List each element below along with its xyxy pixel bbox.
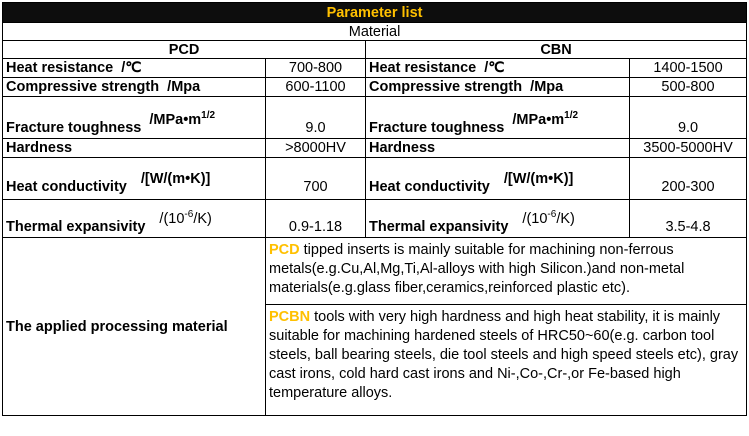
applied-material-label: The applied processing material (2, 237, 266, 416)
pcd-compressive-value: 600-1100 (265, 77, 366, 97)
cbn-compressive-label: Compressive strength /Mpa (365, 77, 630, 97)
pcbn-description: PCBN tools with very high hardness and h… (264, 304, 748, 416)
table-row: Fracture toughness/MPa•m1/2 9.0 Fracture… (2, 96, 748, 139)
cbn-fracture-label: Fracture toughness/MPa•m1/2 (365, 96, 630, 139)
cbn-compressive-value: 500-800 (628, 77, 748, 97)
pcd-expansivity-value: 0.9-1.18 (265, 199, 366, 238)
pcbn-highlight: PCBN (269, 309, 311, 325)
pcd-heat-resistance-label: Heat resistance /℃ (2, 58, 266, 78)
cbn-heat-resistance-value: 1400-1500 (628, 58, 748, 78)
cbn-conductivity-value: 200-300 (628, 157, 748, 200)
table-row: Heat conductivity/[W/(m•K)] 700 Heat con… (2, 157, 748, 200)
parameter-table: Parameter list Material PCD CBN Heat res… (1, 2, 748, 416)
cbn-header: CBN (364, 40, 748, 59)
cbn-fracture-value: 9.0 (628, 96, 748, 139)
pcd-compressive-label: Compressive strength /Mpa (2, 77, 266, 97)
cbn-hardness-label: Hardness (365, 138, 630, 158)
pcd-fracture-value: 9.0 (265, 96, 366, 139)
cbn-hardness-value: 3500-5000HV (628, 138, 748, 158)
pcd-hardness-label: Hardness (2, 138, 266, 158)
table-row: Heat resistance /℃ 700-800 Heat resistan… (2, 58, 748, 78)
pcd-fracture-label: Fracture toughness/MPa•m1/2 (2, 96, 266, 139)
cbn-conductivity-label: Heat conductivity/[W/(m•K)] (365, 157, 630, 200)
cbn-expansivity-value: 3.5-4.8 (628, 199, 748, 238)
cbn-heat-resistance-label: Heat resistance /℃ (365, 58, 630, 78)
table-row: The applied processing material PCD tipp… (2, 237, 748, 416)
pcd-description: PCD tipped inserts is mainly suitable fo… (264, 237, 748, 305)
pcd-expansivity-label: Thermal expansivity/(10-6/K) (2, 199, 266, 238)
pcd-conductivity-value: 700 (265, 157, 366, 200)
pcd-header: PCD (2, 40, 366, 59)
table-row: PCBN tools with very high hardness and h… (3, 304, 748, 416)
pcd-hardness-value: >8000HV (265, 138, 366, 158)
pcd-conductivity-label: Heat conductivity/[W/(m•K)] (2, 157, 266, 200)
cbn-expansivity-label: Thermal expansivity/(10-6/K) (365, 199, 630, 238)
pcd-heat-resistance-value: 700-800 (265, 58, 366, 78)
table-row: Compressive strength /Mpa 600-1100 Compr… (2, 77, 748, 97)
material-label: Material (1, 22, 748, 41)
table-title: Parameter list (1, 2, 748, 23)
table-row: Hardness >8000HV Hardness 3500-5000HV (2, 138, 748, 158)
table-row: Thermal expansivity/(10-6/K) 0.9-1.18 Th… (2, 199, 748, 238)
pcd-highlight: PCD (269, 242, 300, 258)
